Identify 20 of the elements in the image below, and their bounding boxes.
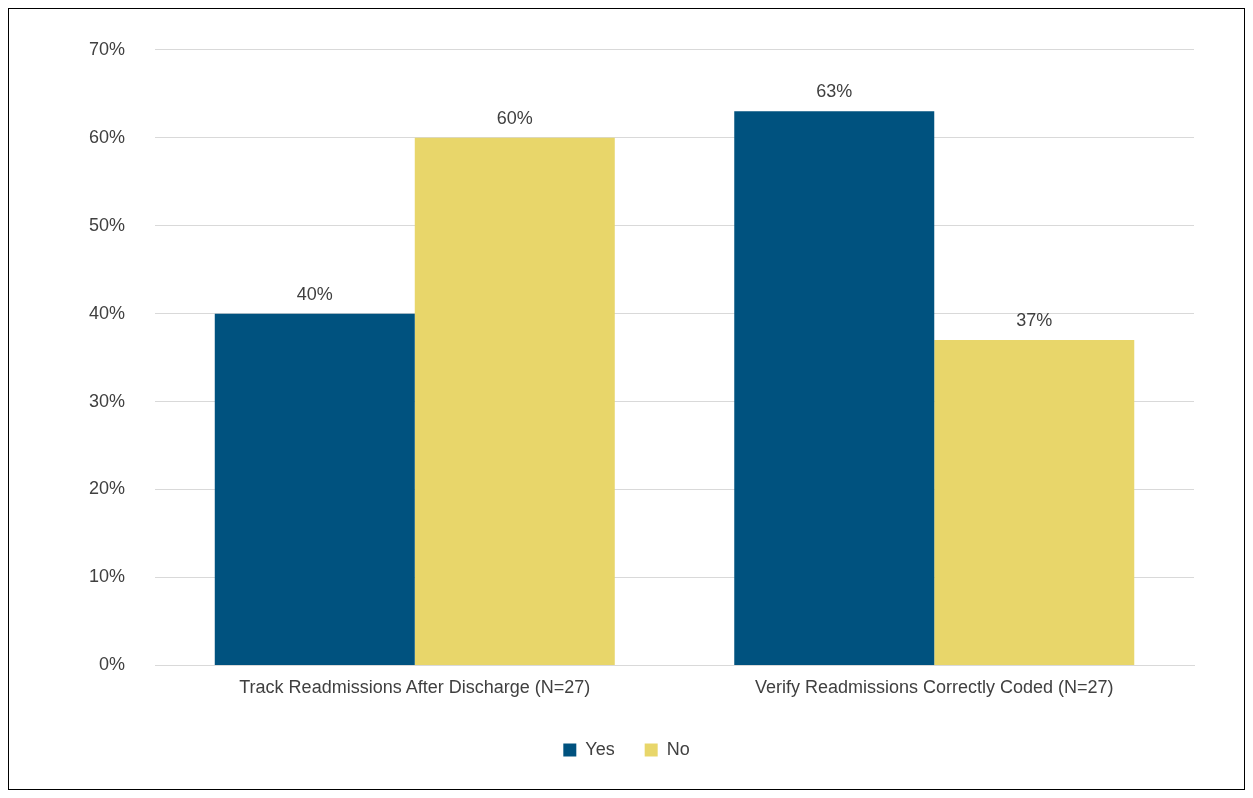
y-tick-label: 70% [89,38,126,59]
y-tick-label: 10% [89,566,126,587]
x-tick-label: Track Readmissions After Discharge (N=27) [239,677,591,698]
bar [214,313,415,665]
bar [414,137,615,665]
data-label: 40% [296,283,333,304]
y-tick-label: 40% [89,302,126,323]
data-label: 63% [816,81,853,102]
data-label: 37% [1016,309,1053,330]
x-tick-label: Verify Readmissions Correctly Coded (N=27) [754,677,1114,698]
legend-label: No [666,738,690,759]
legend-label: Yes [585,738,615,759]
bar [934,340,1135,665]
y-tick-label: 20% [89,478,126,499]
y-tick-label: 0% [99,654,126,675]
y-tick-label: 50% [89,214,126,235]
y-tick-label: 30% [89,390,126,411]
data-label: 60% [496,107,533,128]
y-tick-label: 60% [89,126,126,147]
bar [734,111,935,665]
